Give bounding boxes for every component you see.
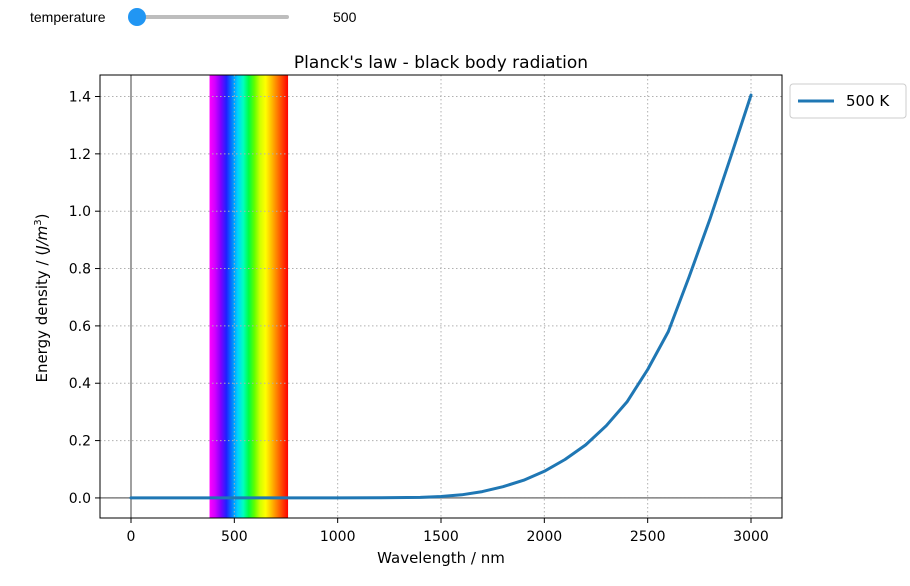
x-tick-label: 0 xyxy=(127,529,136,545)
x-tick-label: 1000 xyxy=(320,529,356,545)
x-tick-label: 500 xyxy=(221,529,248,545)
y-tick-label: 0.8 xyxy=(69,262,91,278)
y-tick-label: 1.2 xyxy=(69,147,91,163)
y-tick-label: 1.0 xyxy=(69,204,91,220)
y-tick-label: 1.4 xyxy=(69,90,91,106)
y-axis-label: Energy density / (J/m3) xyxy=(33,213,51,382)
visible-spectrum-band xyxy=(209,75,289,518)
temperature-slider-track[interactable] xyxy=(137,15,289,19)
y-tick-label: 0.4 xyxy=(69,376,91,392)
y-tick-label: 0.6 xyxy=(69,319,91,335)
x-tick-label: 2500 xyxy=(630,529,666,545)
temperature-value-readout: 500 xyxy=(333,9,357,25)
x-tick-label: 1500 xyxy=(423,529,459,545)
y-tick-label: 0.2 xyxy=(69,434,91,450)
series-line-500-k xyxy=(129,93,753,500)
x-tick-label: 3000 xyxy=(733,529,769,545)
chart-title: Planck's law - black body radiation xyxy=(294,53,588,73)
temperature-slider-handle[interactable] xyxy=(128,8,146,26)
legend: 500 K xyxy=(789,83,907,119)
legend-label-500k: 500 K xyxy=(846,92,890,110)
x-axis-label: Wavelength / nm xyxy=(377,549,505,567)
temperature-label: temperature xyxy=(30,9,106,25)
x-tick-label: 2000 xyxy=(527,529,563,545)
legend-box xyxy=(789,83,907,119)
temperature-slider-widget: temperature 500 xyxy=(0,0,910,36)
y-tick-label: 0.0 xyxy=(69,491,91,507)
